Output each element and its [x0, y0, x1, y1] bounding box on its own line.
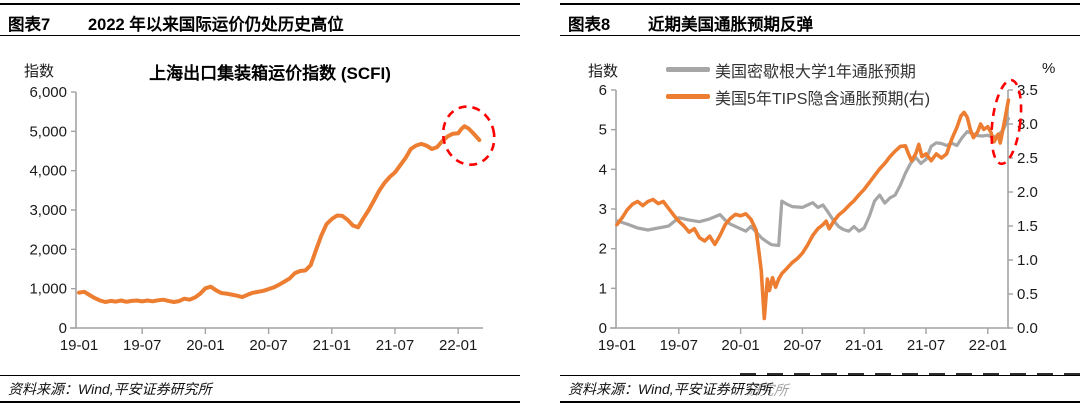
x-axis-tick-label: 19-07	[660, 337, 698, 354]
michigan-line	[615, 116, 1010, 248]
y-axis-left-tick-label: 6,000	[29, 84, 67, 101]
y-axis-right-tick-label: 2.0	[1017, 184, 1038, 201]
y-axis-left-tick-label: 1,000	[29, 281, 67, 298]
y-axis-left-tick-label: 0	[599, 320, 607, 337]
legend-item-michigan: 美国密歇根大学1年通胀预期	[666, 56, 930, 83]
header-bottom-rule	[0, 35, 520, 36]
y-axis-left-tick-label: 5,000	[29, 123, 67, 140]
x-axis-tick-label: 20-01	[721, 337, 759, 354]
michigan-line-swatch	[666, 67, 710, 72]
y-axis-right-tick-label: 3.0	[1017, 116, 1038, 133]
y-axis-right-tick-label: 1.0	[1017, 252, 1038, 269]
x-axis-tick-label: 22-01	[439, 337, 477, 354]
scfi-line	[77, 124, 482, 304]
y-axis-left-tick-label: 0	[59, 320, 67, 337]
inflation-expectations-chart: 0 1 2 3 4 5 6 0.0 0.5 1.0 1.5 2.0 2.5 3.0 3.5 19-01 19-0…	[598, 78, 1038, 354]
y-axis-right-tick-label: 1.5	[1017, 218, 1038, 235]
chart-legend: 美国密歇根大学1年通胀预期 美国5年TIPS隐含通胀预期(右)	[666, 56, 930, 110]
x-axis-tick-label: 19-01	[598, 337, 636, 354]
y-axis-left-tick-label: 6	[599, 82, 607, 99]
figure-number-label: 图表7	[8, 16, 51, 34]
x-axis-tick-label: 21-01	[313, 337, 351, 354]
x-axis-tick-label: 21-07	[376, 337, 414, 354]
overlay-dashed-line-artifact	[740, 373, 1080, 375]
header-bottom-rule	[560, 35, 1080, 36]
figure-number-label: 图表8	[568, 16, 611, 34]
x-axis-tick-label: 21-01	[845, 337, 883, 354]
tips-line	[615, 98, 1011, 321]
figure7-panel: 图表7 2022 年以来国际运价仍处历史高位 0 1,000 2,000 3,000 4…	[0, 0, 520, 414]
legend-label: 美国密歇根大学1年通胀预期	[715, 63, 916, 81]
y-axis-right-tick-label: 0.5	[1017, 286, 1038, 303]
y-axis-unit-label: 指数	[24, 63, 55, 80]
highlight-dashed-ellipse	[441, 105, 496, 167]
x-axis-tick-label: 21-07	[907, 337, 945, 354]
y-axis-left-tick-label: 4	[599, 161, 607, 178]
x-axis-tick-label: 22-01	[969, 337, 1007, 354]
chart-title: 上海出口集装箱运价指数 (SCFI)	[149, 64, 391, 83]
footer-bottom-rule	[560, 401, 1080, 403]
y-axis-right-tick-label: 2.5	[1017, 150, 1038, 167]
x-axis-tick-label: 20-07	[249, 337, 287, 354]
legend-item-tips: 美国5年TIPS隐含通胀预期(右)	[666, 83, 930, 110]
y-axis-left-tick-label: 3,000	[29, 202, 67, 219]
y-axis-right-tick-label: 0.0	[1017, 320, 1038, 337]
legend-label: 美国5年TIPS隐含通胀预期(右)	[715, 90, 931, 108]
y-axis-right-tick-label: 3.5	[1017, 82, 1038, 99]
y-axis-left-tick-label: 4,000	[29, 163, 67, 180]
highlight-dashed-ellipse	[990, 78, 1023, 166]
source-note: 资料来源：Wind,平安证券研究所	[568, 381, 772, 397]
y-axis-left-tick-label: 3	[599, 201, 607, 218]
scfi-line-chart: 0 1,000 2,000 3,000 4,000 5,000 6,000 19-01 19-0…	[29, 84, 496, 354]
x-axis-tick-label: 20-01	[186, 337, 224, 354]
header-top-rule	[560, 3, 1080, 5]
figure8-panel: 图表8 近期美国通胀预期反弹 0 1 2 3 4 5 6 0.0 0.5 1.0 1.5 2.0 2.5…	[560, 0, 1080, 414]
footer-bottom-rule	[0, 401, 520, 403]
x-axis-tick-label: 19-01	[60, 337, 98, 354]
footer-top-rule	[560, 375, 1080, 376]
y-axis-left-unit-label: 指数	[588, 63, 619, 80]
figure-title: 2022 年以来国际运价仍处历史高位	[88, 16, 344, 34]
source-note: 资料来源：Wind,平安证券研究所	[8, 381, 212, 397]
y-axis-left-tick-label: 2	[599, 241, 607, 258]
x-axis-tick-label: 20-07	[783, 337, 821, 354]
figure-title: 近期美国通胀预期反弹	[648, 16, 813, 34]
y-axis-left-tick-label: 5	[599, 122, 607, 139]
y-axis-right-unit-label: %	[1042, 60, 1056, 77]
y-axis-left-tick-label: 2,000	[29, 241, 67, 258]
footer-top-rule	[0, 375, 520, 376]
x-axis-tick-label: 19-07	[123, 337, 161, 354]
tips-line-swatch	[666, 94, 710, 99]
y-axis-left-tick-label: 1	[599, 280, 607, 297]
header-top-rule	[0, 3, 520, 5]
